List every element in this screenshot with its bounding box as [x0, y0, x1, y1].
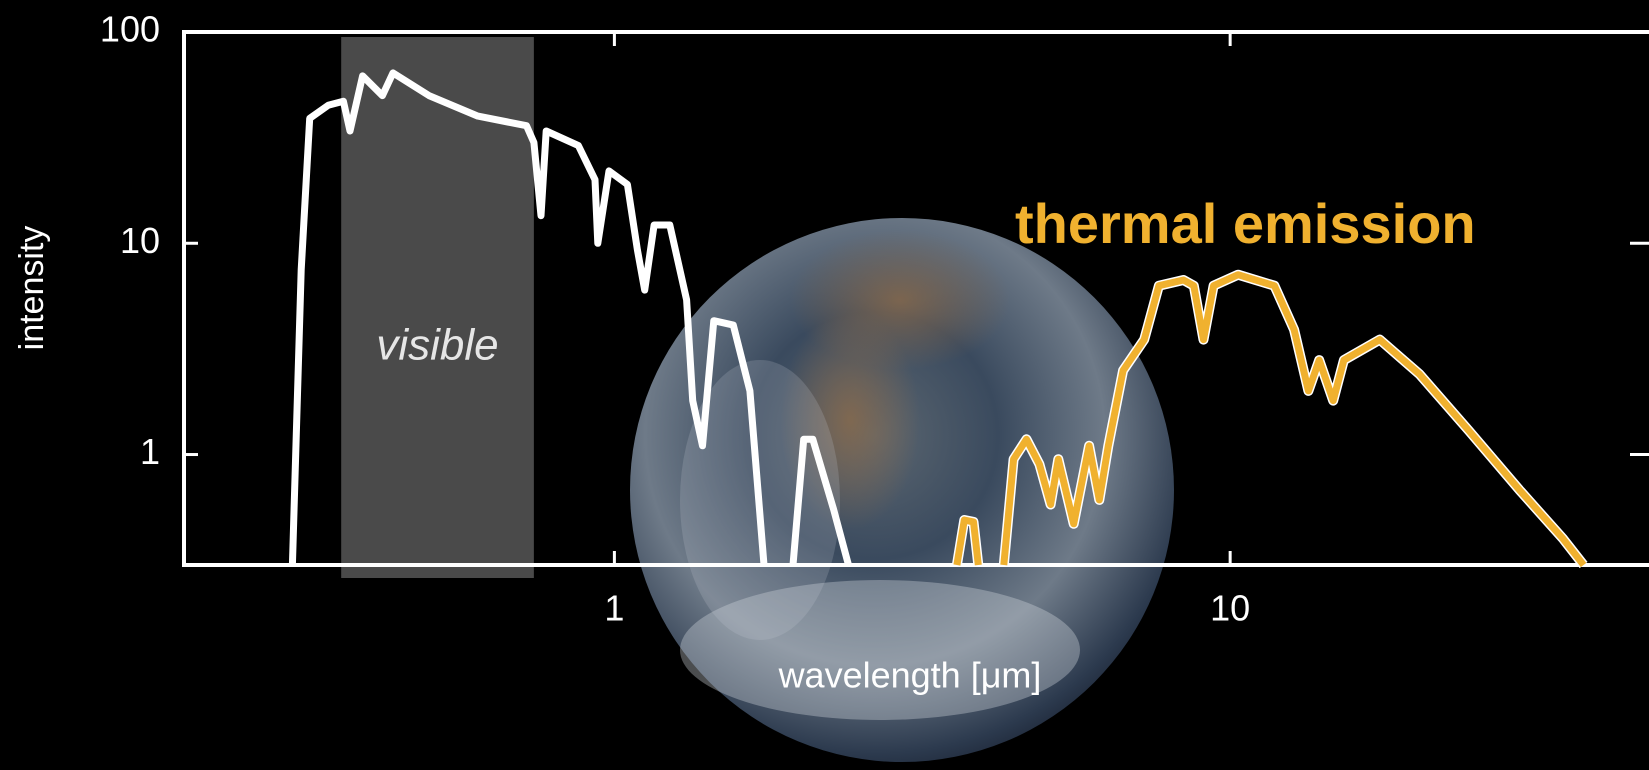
- y-tick-label: 1: [140, 431, 160, 472]
- y-axis-label: intensity: [13, 226, 51, 351]
- series-label: thermal emission: [1015, 192, 1476, 255]
- x-tick-label: 1: [604, 588, 624, 629]
- series-line: [288, 69, 852, 566]
- y-tick-label: 10: [120, 220, 160, 261]
- visible-label: visible: [376, 321, 498, 370]
- x-tick-label: 10: [1210, 588, 1250, 629]
- y-tick-label: 100: [100, 9, 160, 50]
- series-lines: [288, 69, 1588, 569]
- visible-band: [341, 37, 534, 578]
- earth-image: [630, 218, 1174, 762]
- x-axis-label: wavelength [μm]: [778, 655, 1042, 696]
- series-line: [953, 271, 1587, 568]
- plot-frame: [182, 30, 1649, 567]
